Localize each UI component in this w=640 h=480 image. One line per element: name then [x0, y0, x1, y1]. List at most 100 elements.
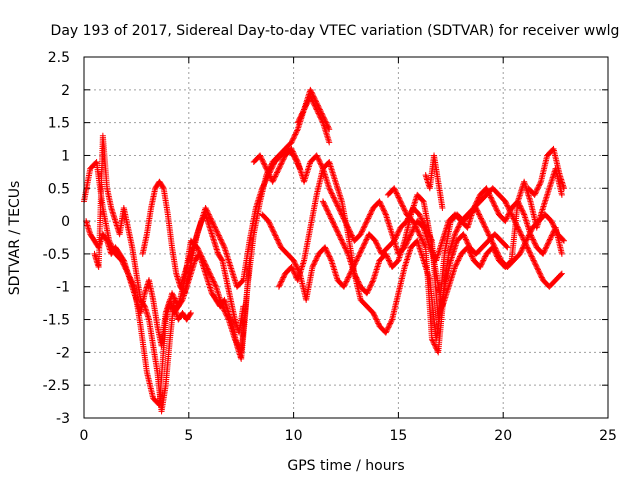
data-point	[365, 214, 372, 221]
data-point	[294, 127, 301, 134]
data-point	[334, 228, 341, 235]
data-point	[352, 271, 359, 278]
data-point	[211, 279, 218, 286]
y-tick-label: 0.5	[48, 181, 70, 197]
data-point	[276, 164, 283, 171]
data-point	[262, 177, 269, 184]
data-point	[275, 166, 282, 173]
data-point	[558, 250, 565, 257]
data-point	[548, 233, 555, 240]
data-point	[289, 265, 296, 272]
data-point	[209, 275, 216, 282]
data-point	[455, 223, 462, 230]
data-point	[333, 225, 340, 232]
data-point	[382, 329, 389, 336]
series-track-7	[319, 165, 565, 310]
data-point	[453, 227, 460, 234]
data-point	[355, 279, 362, 286]
data-point	[504, 202, 511, 209]
data-point	[532, 241, 539, 248]
data-point	[338, 237, 345, 244]
data-point	[206, 212, 213, 219]
data-point	[493, 206, 500, 213]
data-point	[259, 185, 266, 192]
grid-lines	[84, 57, 608, 418]
data-point	[276, 282, 283, 289]
data-point	[488, 195, 495, 202]
data-point	[313, 152, 320, 159]
data-point	[505, 204, 512, 211]
data-point	[293, 156, 300, 163]
data-point	[333, 199, 340, 206]
data-point	[358, 229, 365, 236]
data-point	[519, 233, 526, 240]
data-point	[341, 243, 348, 250]
data-point	[378, 202, 385, 209]
data-point	[315, 156, 322, 163]
y-tick-label: 1	[61, 148, 70, 164]
data-point	[533, 262, 540, 269]
data-point	[277, 281, 284, 288]
data-point	[317, 160, 324, 167]
y-tick-label: 0	[61, 214, 70, 230]
data-point	[263, 166, 270, 173]
data-point	[377, 199, 384, 206]
data-point	[489, 197, 496, 204]
data-point	[271, 174, 278, 181]
data-point	[406, 233, 413, 240]
data-point	[322, 203, 329, 210]
data-point	[269, 178, 276, 185]
data-point	[209, 219, 216, 226]
x-tick-labels: 0 5 10 15 20 25	[80, 428, 617, 444]
data-point	[558, 270, 565, 277]
y-axis-title: SDTVAR / TECUs	[7, 181, 23, 296]
data-point	[272, 173, 279, 180]
data-point	[530, 237, 537, 244]
data-point	[340, 241, 347, 248]
data-point	[266, 172, 273, 179]
data-point	[384, 325, 391, 332]
data-point	[288, 139, 295, 146]
data-point	[490, 201, 497, 208]
data-point	[213, 227, 220, 234]
data-point	[293, 128, 300, 135]
data-point	[218, 256, 225, 263]
data-point	[545, 239, 552, 246]
data-point	[526, 248, 533, 255]
data-point	[364, 216, 371, 223]
data-point	[380, 206, 387, 213]
data-point	[325, 210, 332, 217]
data-point	[531, 258, 538, 265]
data-point	[386, 321, 393, 328]
data-point	[258, 155, 265, 162]
data-point	[492, 204, 499, 211]
data-point	[507, 208, 514, 215]
data-point	[455, 224, 462, 231]
data-point	[208, 218, 215, 225]
data-point	[212, 225, 219, 232]
data-point	[385, 323, 392, 330]
data-point	[532, 261, 539, 268]
data-point	[263, 165, 270, 172]
y-tick-label: 2	[61, 83, 70, 99]
data-point	[268, 165, 275, 172]
data-point	[277, 279, 284, 286]
data-point	[314, 153, 321, 160]
data-point	[545, 240, 552, 247]
data-point	[409, 228, 416, 235]
data-point	[330, 193, 337, 200]
data-point	[274, 168, 281, 175]
data-point	[332, 224, 339, 231]
series-track-9	[422, 152, 446, 211]
data-point	[525, 246, 532, 253]
data-point	[520, 210, 527, 217]
data-point	[210, 278, 217, 285]
data-point	[352, 273, 359, 280]
data-point	[261, 181, 268, 188]
data-point	[343, 246, 350, 253]
data-point	[324, 208, 331, 215]
data-point	[269, 164, 276, 171]
data-point	[328, 215, 335, 222]
data-point	[215, 232, 222, 239]
data-point	[288, 145, 295, 152]
